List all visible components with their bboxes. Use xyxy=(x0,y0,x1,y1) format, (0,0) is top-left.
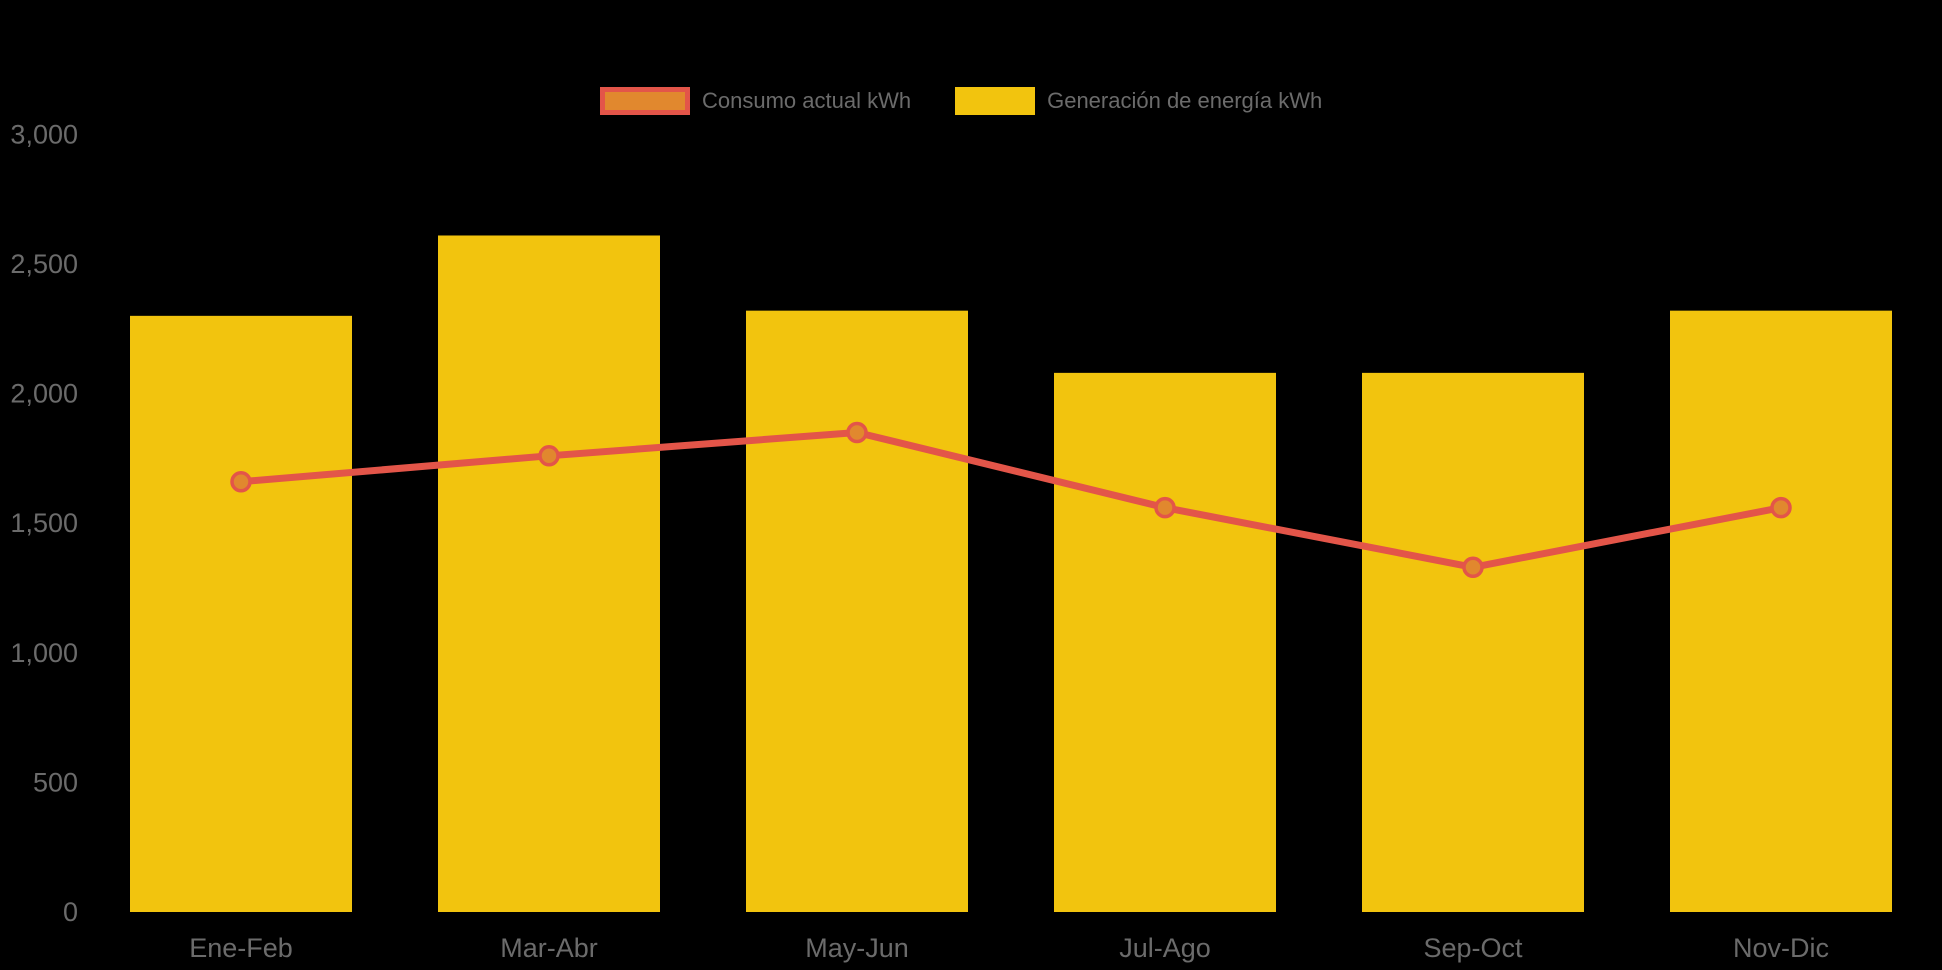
legend-label: Generación de energía kWh xyxy=(1047,88,1323,113)
legend-label: Consumo actual kWh xyxy=(702,88,912,113)
y-axis-tick-label: 3,000 xyxy=(10,119,78,149)
bar-generacion[interactable] xyxy=(746,310,968,912)
x-axis-category-label: Nov-Dic xyxy=(1733,933,1829,963)
line-point-marker[interactable] xyxy=(846,421,868,444)
legend-line-swatch-icon xyxy=(600,87,690,115)
y-axis-tick-label: 0 xyxy=(63,897,78,927)
legend-bar-swatch-icon xyxy=(955,87,1036,115)
x-axis-category-label: May-Jun xyxy=(805,933,909,963)
y-axis-tick-label: 1,500 xyxy=(10,508,78,538)
bar-generacion[interactable] xyxy=(1054,372,1276,912)
line-consumo xyxy=(240,428,1782,571)
line-point-marker[interactable] xyxy=(1154,496,1176,519)
x-axis-category-label: Ene-Feb xyxy=(189,933,293,963)
bar-generacion[interactable] xyxy=(1670,310,1892,912)
line-point-marker[interactable] xyxy=(1770,496,1792,519)
y-axis-tick-label: 500 xyxy=(33,767,78,797)
y-axis-tick-label: 2,500 xyxy=(10,249,78,279)
y-axis-tick-label: 2,000 xyxy=(10,379,78,409)
x-axis-category-label: Sep-Oct xyxy=(1423,933,1523,963)
legend-item-consumo[interactable]: Consumo actual kWh xyxy=(600,87,911,115)
legend-item-generacion[interactable]: Generación de energía kWh xyxy=(955,87,1322,115)
line-point-marker[interactable] xyxy=(538,445,560,467)
y-axis-tick-label: 1,000 xyxy=(10,638,78,668)
bar-generacion[interactable] xyxy=(1362,372,1584,912)
line-point-marker[interactable] xyxy=(230,470,252,493)
bar-generacion[interactable] xyxy=(130,315,352,913)
x-axis-category-label: Jul-Ago xyxy=(1119,933,1211,963)
bar-generacion[interactable] xyxy=(438,235,660,912)
chart-legend: Consumo actual kWh Generación de energía… xyxy=(600,87,1322,115)
x-axis-category-label: Mar-Abr xyxy=(500,933,598,963)
line-point-marker[interactable] xyxy=(1462,556,1484,579)
